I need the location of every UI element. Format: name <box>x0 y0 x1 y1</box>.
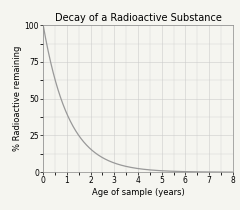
Y-axis label: % Radioactive remaining: % Radioactive remaining <box>13 46 22 151</box>
Title: Decay of a Radioactive Substance: Decay of a Radioactive Substance <box>54 13 222 23</box>
X-axis label: Age of sample (years): Age of sample (years) <box>92 188 184 197</box>
